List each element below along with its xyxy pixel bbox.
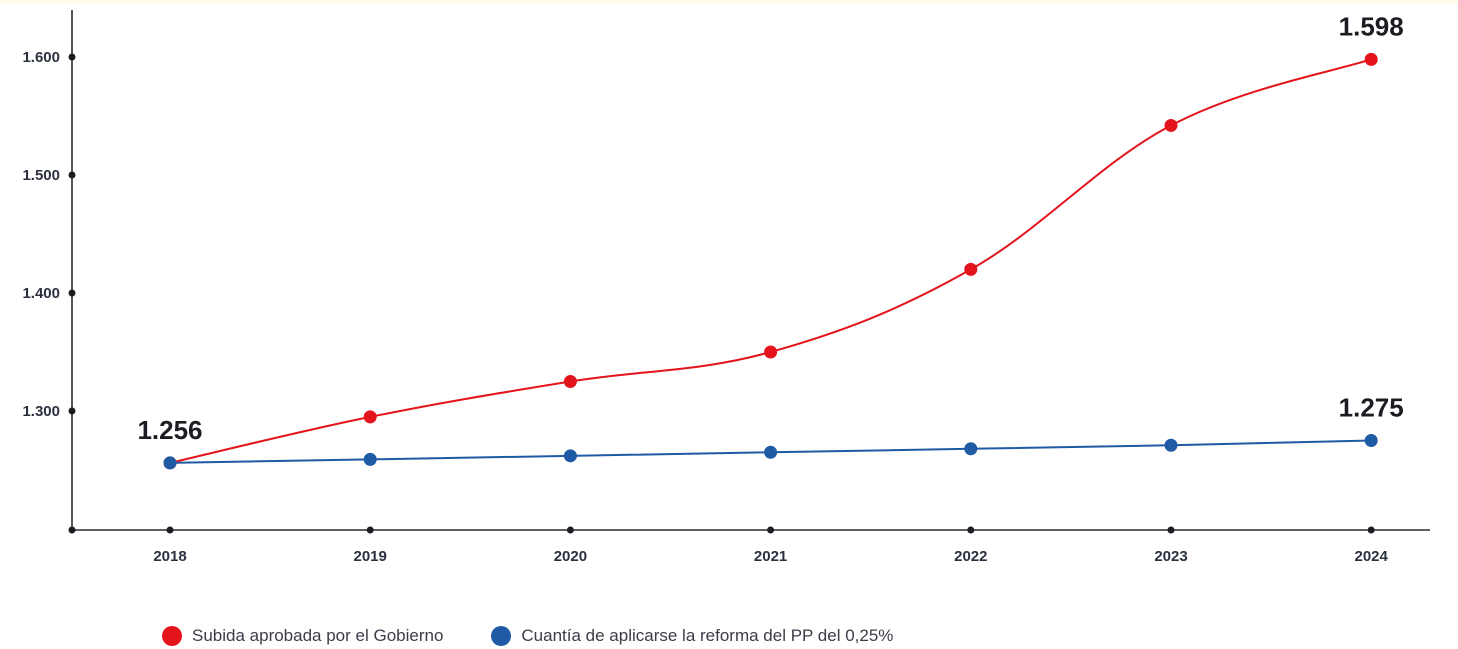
data-point-reforma	[563, 449, 577, 463]
axis-origin-dot	[68, 526, 76, 534]
x-tick-label: 2020	[554, 548, 587, 565]
data-label-reforma: 1.256	[137, 415, 202, 445]
legend-item-subida[interactable]: Subida aprobada por el Gobierno	[162, 626, 443, 646]
top-strip	[0, 0, 1458, 4]
y-tick-label: 1.400	[22, 285, 60, 302]
data-point-subida	[1164, 118, 1178, 132]
y-tick-label: 1.600	[22, 49, 60, 66]
x-tick-label: 2018	[153, 548, 186, 565]
data-point-subida	[563, 375, 577, 388]
labels-layer: 1.598 1.256 1.275	[137, 11, 1403, 445]
y-tick-dot	[68, 289, 76, 297]
data-label-subida: 1.598	[1339, 11, 1404, 41]
data-point-subida	[764, 345, 778, 359]
x-tick-label: 2022	[954, 548, 987, 565]
legend-label-subida: Subida aprobada por el Gobierno	[192, 626, 444, 645]
data-point-reforma	[163, 456, 177, 470]
x-tick-dot	[166, 526, 174, 534]
data-point-subida	[964, 262, 978, 276]
x-tick-dot	[566, 526, 574, 534]
x-tick-dot	[967, 526, 975, 534]
legend-marker-blue	[491, 626, 512, 646]
y-tick-dot	[68, 53, 76, 61]
x-tick-dot	[366, 526, 374, 534]
data-point-reforma	[1364, 434, 1378, 447]
data-label-reforma: 1.275	[1339, 393, 1404, 423]
y-tick-label: 1.300	[22, 403, 60, 420]
legend-item-reforma[interactable]: Cuantía de aplicarse la reforma del PP d…	[491, 626, 893, 646]
x-tick-label: 2023	[1154, 548, 1187, 565]
legend-label-reforma: Cuantía de aplicarse la reforma del PP d…	[521, 626, 894, 645]
data-point-subida	[363, 410, 377, 424]
data-point-reforma	[1164, 438, 1178, 452]
x-tick-dot	[1167, 526, 1175, 534]
data-point-subida	[1364, 52, 1378, 66]
x-tick-label: 2024	[1355, 548, 1389, 565]
x-tick-dot	[767, 526, 775, 534]
legend: Subida aprobada por el Gobierno Cuantía …	[162, 626, 893, 646]
y-tick-dot	[68, 407, 76, 415]
legend-marker-red	[162, 626, 182, 646]
x-tick-dot	[1367, 526, 1375, 534]
data-point-reforma	[363, 452, 377, 466]
y-tick-label: 1.500	[22, 167, 60, 184]
series-line-subida	[169, 58, 1372, 464]
data-point-reforma	[964, 442, 978, 456]
x-tick-label: 2019	[354, 548, 387, 565]
data-point-reforma	[764, 445, 778, 459]
x-tick-label: 2021	[754, 548, 787, 565]
axes: 1.300 1.400 1.500 1.600 2018 2019 2020 2021 2022…	[22, 10, 1430, 565]
series-layer	[163, 52, 1378, 470]
y-tick-dot	[68, 171, 76, 179]
